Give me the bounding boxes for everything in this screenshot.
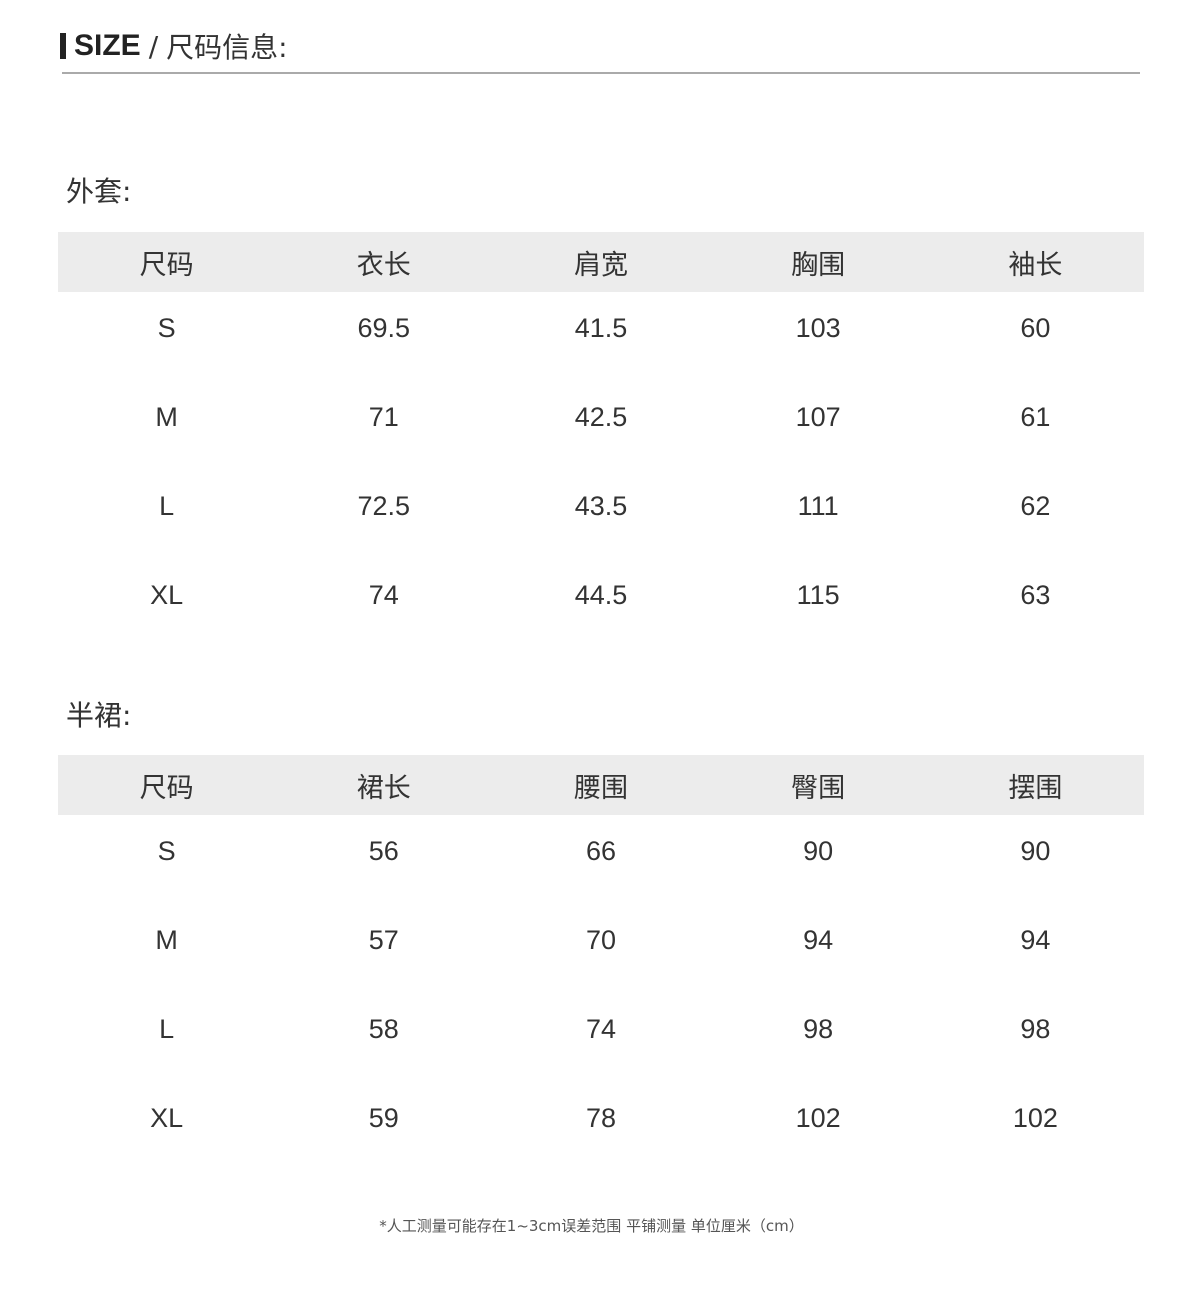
table-cell: 72.5 [357, 491, 411, 521]
section-label-coat: 外套: [66, 175, 132, 208]
table-cell: M [155, 925, 178, 955]
table-cell: S [157, 313, 176, 343]
title-separator: / [148, 29, 159, 63]
column-header: 裙长 [275, 755, 493, 815]
table-cell: XL [150, 1103, 184, 1133]
column-header: 摆围 [926, 755, 1144, 815]
title-bar-marker [60, 33, 66, 59]
table-row: L 72.5 43.5 111 62 [58, 470, 1144, 559]
column-header: 衣长 [275, 232, 493, 292]
table-cell: XL [150, 580, 184, 610]
table-row: XL 59 78 102 102 [58, 1082, 1144, 1171]
column-header: 尺码 [58, 755, 276, 815]
table-cell: 98 [803, 1014, 834, 1044]
table-cell: M [155, 402, 178, 432]
table-row: XL 74 44.5 115 63 [58, 559, 1144, 648]
table-cell: 78 [585, 1103, 616, 1133]
table-cell: 61 [1020, 402, 1051, 432]
table-cell: S [157, 836, 176, 866]
table-cell: L [159, 1014, 175, 1044]
table-cell: 62 [1020, 491, 1051, 521]
table-row: S 69.5 41.5 103 60 [58, 292, 1144, 381]
table-cell: 59 [368, 1103, 399, 1133]
table-cell: 43.5 [574, 491, 628, 521]
table-cell: 90 [1020, 836, 1051, 866]
table-row: M 71 42.5 107 61 [58, 381, 1144, 470]
section-label-skirt: 半裙: [66, 699, 132, 732]
page-title: SIZE / 尺码信息: [60, 26, 288, 66]
table-header-row: 尺码 衣长 肩宽 胸围 袖长 [58, 232, 1144, 292]
table-cell: 111 [797, 491, 839, 521]
table-cell: 66 [585, 836, 616, 866]
table-cell: 107 [795, 402, 841, 432]
column-header: 袖长 [926, 232, 1144, 292]
measurement-note: *人工测量可能存在1~3cm误差范围 平铺测量 单位厘米（cm） [379, 1217, 804, 1235]
table-cell: 102 [795, 1103, 841, 1133]
table-cell: 60 [1020, 313, 1051, 343]
skirt-size-table: 尺码 裙长 腰围 臀围 摆围 S 56 66 90 90 M 57 70 94 94 L 58 74 98 98 XL 5… [58, 755, 1144, 1171]
table-cell: 98 [1020, 1014, 1051, 1044]
table-cell: 94 [1020, 925, 1051, 955]
table-cell: 70 [585, 925, 616, 955]
table-row: L 58 74 98 98 [58, 993, 1144, 1082]
title-en: SIZE [74, 29, 141, 62]
table-cell: 57 [368, 925, 399, 955]
column-header: 胸围 [709, 232, 927, 292]
table-cell: 42.5 [574, 402, 628, 432]
table-cell: 74 [368, 580, 399, 610]
table-cell: 115 [796, 580, 840, 610]
table-cell: 44.5 [574, 580, 628, 610]
column-header: 臀围 [709, 755, 927, 815]
table-row: S 56 66 90 90 [58, 815, 1144, 904]
table-cell: 90 [803, 836, 834, 866]
column-header: 腰围 [492, 755, 710, 815]
column-header: 尺码 [58, 232, 276, 292]
table-cell: 94 [803, 925, 834, 955]
table-cell: 74 [585, 1014, 616, 1044]
table-row: M 57 70 94 94 [58, 904, 1144, 993]
table-cell: 71 [368, 402, 399, 432]
coat-size-table: 尺码 衣长 肩宽 胸围 袖长 S 69.5 41.5 103 60 M 71 42.5 107 61 L 72.… [58, 232, 1144, 648]
title-cn: 尺码信息: [166, 31, 288, 64]
table-cell: 69.5 [357, 313, 411, 343]
column-header: 肩宽 [492, 232, 710, 292]
table-cell: 58 [368, 1014, 399, 1044]
table-cell: L [159, 491, 175, 521]
table-cell: 41.5 [574, 313, 628, 343]
title-divider [62, 72, 1140, 74]
table-cell: 102 [1012, 1103, 1058, 1133]
table-header-row: 尺码 裙长 腰围 臀围 摆围 [58, 755, 1144, 815]
table-cell: 63 [1020, 580, 1051, 610]
table-cell: 56 [368, 836, 399, 866]
table-cell: 103 [795, 313, 841, 343]
